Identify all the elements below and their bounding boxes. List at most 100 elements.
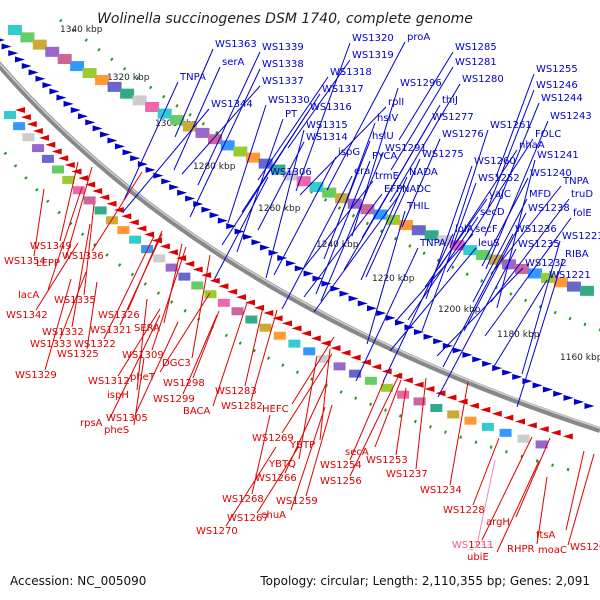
forward-gene-label: PT: [285, 109, 298, 120]
reverse-gene-arrow: [402, 377, 413, 384]
reverse-gene-label: RHPR: [507, 544, 534, 555]
forward-gene-label: PYCA: [372, 151, 397, 162]
feature-block: [259, 323, 272, 332]
reverse-gene-label: DGC3: [162, 358, 191, 369]
reverse-gene-label: WS1237: [386, 469, 428, 480]
feature-block: [489, 254, 504, 265]
accession-text: Accession: NC_005090: [10, 574, 146, 588]
reverse-gene-label: WS1269: [252, 433, 294, 444]
forward-leader-line: [382, 233, 454, 383]
reverse-gene-arrow: [310, 335, 321, 342]
reverse-leader-line: [515, 437, 551, 518]
forward-leader-line: [485, 120, 549, 270]
reverse-leader-line: [349, 380, 385, 461]
feature-block: [499, 428, 512, 437]
reverse-gene-arrow: [468, 402, 479, 409]
feature-block: [450, 240, 465, 251]
forward-gene-arrow: [49, 88, 60, 95]
reverse-gene-label: WS1266: [255, 473, 297, 484]
forward-gene-arrow: [330, 285, 341, 292]
reverse-gene-arrow: [78, 175, 89, 182]
forward-gene-label: truD: [571, 189, 593, 200]
feature-block: [284, 170, 299, 181]
forward-gene-arrow: [28, 69, 39, 76]
forward-gene-arrow: [339, 290, 350, 297]
forward-gene-label: WS1275: [422, 149, 464, 160]
reverse-gene-label: WS1321: [90, 325, 132, 336]
reverse-gene-arrow: [371, 363, 382, 370]
forward-gene-arrow: [321, 280, 332, 287]
forward-gene-arrow: [303, 270, 314, 277]
feature-block: [107, 81, 122, 92]
forward-leader-line: [343, 121, 431, 271]
reverse-leader-line: [117, 308, 161, 377]
feature-block: [153, 254, 166, 263]
feature-block: [296, 176, 311, 187]
feature-block: [220, 140, 235, 151]
reverse-gene-label: WS1283: [215, 386, 257, 397]
feature-block: [373, 209, 388, 220]
forward-leader-line: [421, 182, 477, 332]
forward-gene-arrow: [268, 249, 279, 256]
reverse-leader-line: [33, 188, 45, 257]
feature-block: [231, 307, 244, 316]
genome-backbone-highlight: [0, 62, 600, 429]
tick-label-1160: 1160 kbp: [560, 353, 600, 363]
reverse-gene-label: pheT: [130, 372, 156, 383]
pseudo-leader-line: [477, 459, 496, 541]
feature-block: [398, 220, 413, 231]
forward-leader-line: [401, 138, 441, 228]
feature-block: [22, 133, 35, 142]
forward-gene-label: WS1281: [455, 57, 497, 68]
reverse-gene-label: WS1305: [106, 413, 148, 424]
reverse-gene-label: WS1349: [30, 241, 72, 252]
feature-block: [141, 245, 154, 254]
forward-leader-line: [320, 152, 384, 302]
reverse-leader-line: [35, 242, 79, 311]
reverse-gene-label: WS1267: [227, 513, 269, 524]
reverse-leader-line: [319, 348, 331, 441]
reverse-gene-label: ispH: [107, 390, 129, 401]
forward-leader-line: [273, 156, 337, 276]
forward-gene-label: MFD: [529, 189, 551, 200]
reverse-gene-label: WS1211: [452, 540, 494, 551]
forward-leader-line: [437, 248, 517, 398]
forward-leader-line: [398, 51, 454, 141]
feature-block: [157, 108, 172, 119]
feature-block: [364, 376, 377, 385]
forward-gene-label: WS1337: [262, 76, 304, 87]
map-title: Wolinella succinogenes DSM 1740, complet…: [97, 11, 473, 27]
forward-gene-label: WS1316: [310, 102, 352, 113]
forward-leader-line: [257, 76, 329, 181]
reverse-gene-arrow: [45, 141, 56, 148]
feature-block: [132, 95, 147, 106]
forward-leader-line: [521, 240, 561, 375]
forward-gene-arrow: [209, 212, 220, 219]
forward-leader-line: [496, 159, 536, 309]
feature-block: [245, 152, 260, 163]
reverse-gene-label: WS1309: [122, 350, 164, 361]
forward-gene-label: WS1255: [536, 64, 578, 75]
reverse-gene-label: WS1228: [443, 505, 485, 516]
forward-gene-label: WS1240: [530, 168, 572, 179]
forward-gene-label: WS1320: [352, 33, 394, 44]
forward-gene-arrow: [423, 333, 434, 340]
forward-gene-arrow: [584, 402, 595, 409]
reverse-gene-arrow: [340, 349, 351, 356]
forward-gene-arrow: [201, 206, 212, 213]
forward-leader-line: [365, 158, 421, 278]
feature-block: [20, 32, 35, 43]
feature-block: [57, 53, 72, 64]
reverse-leader-line: [182, 314, 218, 395]
forward-gene-arrow: [21, 62, 32, 69]
reverse-gene-arrow: [301, 330, 312, 337]
forward-gene-arrow: [161, 178, 172, 185]
forward-gene-label: WS1306: [270, 167, 312, 178]
reverse-leader-line: [481, 436, 533, 541]
tick-label-1240: 1240 kbp: [316, 240, 359, 250]
feature-block: [349, 369, 362, 378]
reverse-gene-arrow: [263, 310, 274, 317]
forward-gene-label: RIBA: [565, 249, 589, 260]
forward-gene-label: yajC: [489, 189, 511, 200]
